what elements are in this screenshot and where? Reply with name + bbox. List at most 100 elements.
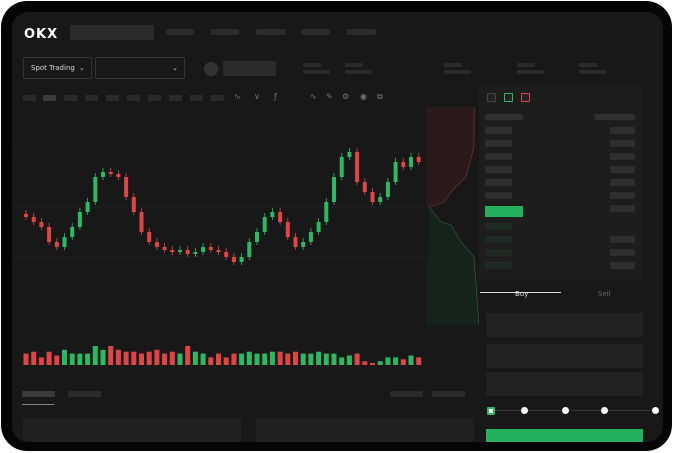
leverage-slider[interactable] (490, 410, 658, 411)
candle (385, 182, 390, 197)
timeframe-button[interactable] (211, 95, 224, 101)
orderbook-buy-icon[interactable] (504, 93, 513, 102)
search-bar[interactable] (70, 25, 154, 40)
candle (362, 182, 367, 192)
timeframe-button[interactable] (127, 95, 140, 101)
volume-bar (200, 353, 206, 365)
timeframe-button[interactable] (23, 95, 36, 101)
bid-amount (610, 249, 635, 256)
volume-bar (131, 351, 137, 365)
volume-bar (408, 355, 414, 365)
timeframe-button[interactable] (190, 95, 203, 101)
orderbook-header-price (485, 114, 523, 120)
slider-step-3[interactable] (601, 407, 608, 414)
bid-price (485, 223, 512, 230)
candle (178, 250, 182, 252)
ask-price (485, 127, 512, 134)
settings-icon[interactable]: ⚙ (342, 92, 350, 101)
nav-item[interactable] (256, 29, 286, 35)
candle (85, 202, 90, 212)
assets-panel (256, 418, 474, 442)
candle (147, 232, 152, 242)
ask-amount (610, 205, 635, 212)
filter-button[interactable] (390, 391, 423, 397)
volume-bar (300, 353, 306, 365)
amount-input[interactable] (486, 344, 643, 368)
volume-bar (331, 353, 337, 365)
orderbook-both-icon[interactable] (487, 93, 496, 102)
candle (416, 157, 421, 162)
bid-amount (610, 236, 635, 243)
volume-bar (362, 361, 368, 365)
orders-panel (23, 418, 241, 442)
buy-submit-button[interactable] (486, 429, 643, 442)
candle-type-icon[interactable]: ∨ (254, 92, 260, 101)
candle (131, 197, 136, 212)
stat-value (579, 70, 606, 74)
volume-bar (239, 353, 245, 365)
slider-step-4[interactable] (652, 407, 659, 414)
slider-step-2[interactable] (562, 407, 569, 414)
candle (231, 257, 236, 262)
slider-step-0[interactable] (487, 407, 495, 415)
volume-bar (162, 353, 168, 365)
candle (308, 232, 313, 242)
volume-bar (38, 357, 44, 365)
ask-amount (610, 166, 635, 173)
volume-bar (69, 353, 75, 365)
candle (77, 212, 82, 227)
filter-button[interactable] (432, 391, 465, 397)
bid-price (485, 249, 512, 256)
volume-bar (285, 353, 291, 365)
camera-icon[interactable]: ◉ (360, 92, 367, 101)
ask-amount (610, 127, 635, 134)
orderbook-header-amount (595, 114, 635, 120)
volume-bar (370, 363, 375, 365)
bid-amount (610, 262, 635, 269)
candle (324, 202, 329, 222)
timeframe-button[interactable] (148, 95, 161, 101)
candle (93, 177, 98, 202)
ask-price (485, 192, 512, 199)
volume-bar (323, 353, 329, 365)
line-tool-icon[interactable]: ∿ (310, 92, 317, 101)
candle (301, 242, 306, 247)
fullscreen-icon[interactable]: ⧉ (377, 92, 383, 101)
spot-trading-select[interactable]: Spot Trading ⌄ (23, 57, 92, 79)
ask-price (485, 166, 512, 173)
fx-icon[interactable]: ƒ (274, 92, 277, 101)
tab-order-history[interactable] (68, 391, 101, 397)
timeframe-button[interactable] (43, 95, 56, 101)
candle (124, 177, 129, 197)
ask-amount (610, 179, 635, 186)
volume-bar (277, 351, 283, 365)
pair-select[interactable]: ⌄ (95, 57, 185, 79)
tab-open-orders[interactable] (22, 391, 55, 397)
timeframe-button[interactable] (169, 95, 182, 101)
stat-label (345, 63, 363, 67)
candlestick-chart[interactable] (12, 107, 472, 377)
nav-item[interactable] (166, 29, 194, 35)
candle (193, 252, 198, 254)
ask-amount (610, 192, 635, 199)
candle (393, 162, 398, 182)
tab-buy[interactable]: Buy (515, 290, 529, 298)
price-input[interactable] (486, 313, 643, 337)
tab-sell[interactable]: Sell (598, 290, 611, 298)
timeframe-button[interactable] (85, 95, 98, 101)
chevron-down-icon: ⌄ (172, 64, 178, 72)
nav-item[interactable] (347, 29, 376, 35)
nav-item[interactable] (301, 29, 330, 35)
timeframe-button[interactable] (64, 95, 77, 101)
stat-value (303, 70, 330, 74)
slider-step-1[interactable] (521, 407, 528, 414)
pencil-icon[interactable]: ✎ (326, 92, 333, 101)
timeframe-button[interactable] (106, 95, 119, 101)
ask-price (485, 153, 512, 160)
indicator-icon[interactable]: ∿ (234, 92, 241, 101)
volume-bar (115, 349, 121, 365)
candle (255, 232, 259, 242)
orderbook-sell-icon[interactable] (521, 93, 530, 102)
total-input[interactable] (486, 372, 643, 396)
nav-item[interactable] (211, 29, 239, 35)
